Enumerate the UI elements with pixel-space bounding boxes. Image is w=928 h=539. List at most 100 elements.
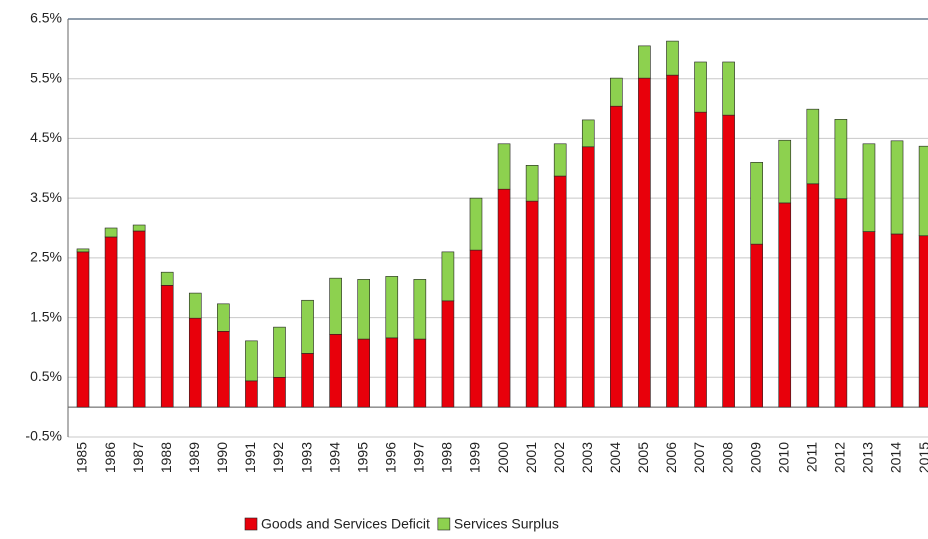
bar-segment [301,353,314,408]
bar-segment [525,165,539,202]
y-tick-label: 4.5% [30,129,62,145]
legend-label: Services Surplus [454,516,559,532]
bar-segment [862,231,876,408]
bar-segment [525,200,539,408]
bar-segment [273,326,286,378]
x-tick-label: 2007 [691,442,707,473]
x-tick-label: 2014 [888,442,904,473]
bar-segment [918,145,928,237]
y-tick-label: 5.5% [30,69,62,85]
x-tick-label: 2004 [607,442,623,473]
bar-segment [301,299,314,354]
bar-segment [834,119,848,200]
bar-segment [132,224,146,232]
bar-segment [890,233,904,408]
bar-segment [413,279,427,340]
bar-segment [329,333,342,408]
bar-segment [497,143,511,190]
x-tick-label: 2008 [719,442,735,473]
x-tick-label: 2015 [916,442,928,473]
x-tick-label: 2011 [804,442,820,472]
bar-segment [610,105,623,408]
x-tick-label: 1998 [439,442,455,473]
x-tick-label: 1993 [298,442,314,473]
x-tick-label: 1991 [242,442,258,473]
bar-segment [217,331,230,408]
bar-segment [188,317,202,408]
bar-segment [778,202,792,408]
x-tick-label: 2009 [747,442,763,473]
legend-swatch [437,517,451,531]
x-tick-label: 1986 [102,442,118,473]
bar-segment [188,292,202,319]
bar-segment [834,198,848,408]
x-tick-label: 1988 [158,442,174,473]
bar-segment [245,340,258,382]
bar-segment [553,175,567,408]
y-tick-label: 1.5% [30,308,62,324]
bar-segment [273,376,286,408]
legend-label: Goods and Services Deficit [261,516,430,532]
y-tick-label: 0.5% [30,368,62,384]
x-tick-label: 1992 [270,442,286,473]
bar-segment [160,285,174,408]
x-tick-label: 2012 [832,442,848,473]
bar-segment [666,74,679,408]
bar-segment [750,243,763,408]
bar-segment [217,303,230,332]
bar-segment [610,77,623,107]
x-tick-label: 2005 [635,442,651,473]
x-tick-label: 2001 [523,442,539,473]
bar-segment [666,40,679,76]
bar-segment [385,337,399,408]
bar-segment [750,162,763,245]
x-tick-label: 1994 [326,442,342,473]
y-tick-label: 2.5% [30,249,62,265]
legend-swatch [244,517,258,531]
x-tick-label: 2006 [663,442,679,473]
bar-segment [918,235,928,408]
bar-segment [778,139,792,204]
bar-segment [581,146,595,408]
bar-segment [441,300,455,408]
bar-segment [441,251,455,302]
bar-segment [104,236,118,408]
x-tick-label: 2010 [775,442,791,473]
bar-segment [722,61,735,116]
bar-segment [245,380,258,408]
bar-segment [132,230,146,408]
bar-segment [469,249,483,408]
x-tick-label: 2013 [860,442,876,473]
bar-segment [357,279,371,340]
bar-segment [469,197,483,251]
x-tick-label: 2002 [551,442,567,473]
x-tick-label: 1999 [467,442,483,473]
y-tick-label: -0.5% [25,428,62,444]
bar-segment [385,276,399,339]
bar-segment [581,119,595,148]
bar-segment [890,140,904,235]
bar-segment [806,183,820,408]
bar-segment [694,111,707,408]
x-tick-label: 2000 [495,442,511,473]
bar-segment [638,45,651,79]
bar-segment [104,227,118,238]
bar-segment [862,143,876,232]
bar-segment [76,251,90,408]
bar-segment [694,61,707,113]
bar-segment [413,338,427,408]
x-tick-label: 1985 [74,442,90,473]
bar-segment [722,114,735,408]
bar-segment [638,77,651,408]
bar-segment [806,108,820,185]
x-tick-label: 1997 [411,442,427,473]
x-tick-label: 1995 [354,442,370,473]
x-tick-label: 1990 [214,442,230,473]
bar-segment [160,271,174,286]
bar-segment [553,143,567,177]
x-tick-label: 1989 [186,442,202,473]
bar-segment [329,277,342,335]
x-tick-label: 2003 [579,442,595,473]
